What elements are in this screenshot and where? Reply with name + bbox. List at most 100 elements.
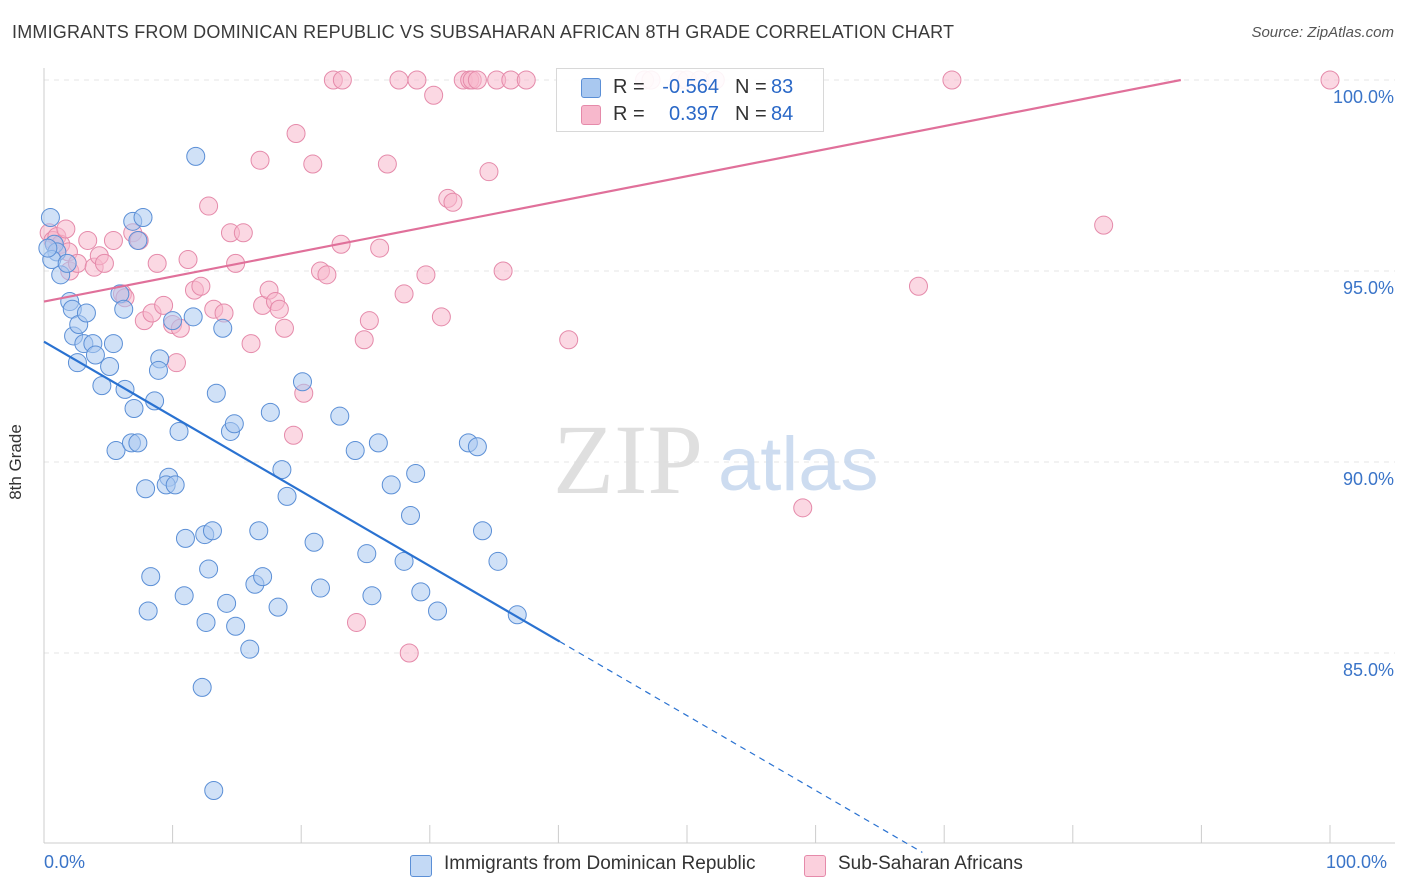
data-point-dominican — [260, 402, 280, 422]
data-point-dominican — [85, 345, 105, 365]
data-point-subsaharan — [332, 70, 352, 90]
data-point-dominican — [272, 460, 292, 480]
data-point-dominican — [304, 532, 324, 552]
data-point-dominican — [196, 612, 216, 632]
data-point-dominican — [488, 551, 508, 571]
trend-lines — [43, 78, 1182, 853]
data-point-dominican — [226, 616, 246, 636]
trend-line-dominican-extension — [559, 641, 923, 853]
data-point-subsaharan — [793, 498, 813, 518]
x-tick-label: 0.0% — [44, 852, 86, 872]
data-point-subsaharan — [559, 330, 579, 350]
data-point-subsaharan — [467, 70, 487, 90]
data-point-subsaharan — [1320, 70, 1340, 90]
data-point-subsaharan — [147, 253, 167, 273]
data-point-dominican — [277, 486, 297, 506]
n-value: 83 — [771, 76, 794, 98]
y-axis-label: 8th Grade — [6, 424, 25, 500]
data-point-dominican — [169, 421, 189, 441]
data-point-subsaharan — [78, 230, 98, 250]
data-point-dominican — [401, 505, 421, 525]
legend-swatch-blue — [581, 78, 601, 98]
y-tick-label: 90.0% — [1342, 469, 1394, 489]
data-point-dominican — [148, 360, 168, 380]
data-point-dominican — [192, 677, 212, 697]
data-point-dominican — [406, 463, 426, 483]
data-point-dominican — [268, 597, 288, 617]
data-point-dominican — [92, 376, 112, 396]
data-point-dominican — [240, 639, 260, 659]
x-tick-label: 100.0% — [1326, 852, 1388, 872]
data-point-subsaharan — [443, 192, 463, 212]
data-point-subsaharan — [94, 253, 114, 273]
data-point-dominican — [204, 781, 224, 801]
data-point-subsaharan — [908, 276, 928, 296]
n-label: N = — [735, 103, 767, 125]
data-point-subsaharan — [241, 334, 261, 354]
data-point-dominican — [217, 593, 237, 613]
r-label: R = — [613, 103, 645, 125]
data-point-dominican — [381, 475, 401, 495]
data-point-dominican — [128, 230, 148, 250]
data-point-subsaharan — [317, 265, 337, 285]
data-point-dominican — [128, 433, 148, 453]
data-point-subsaharan — [479, 162, 499, 182]
data-point-dominican — [175, 528, 195, 548]
data-point-subsaharan — [416, 265, 436, 285]
data-point-subsaharan — [424, 85, 444, 105]
data-point-dominican — [136, 479, 156, 499]
data-point-dominican — [199, 559, 219, 579]
data-point-dominican — [138, 601, 158, 621]
data-point-dominican — [163, 311, 183, 331]
data-point-subsaharan — [516, 70, 536, 90]
data-point-dominican — [124, 399, 144, 419]
y-tick-label: 95.0% — [1342, 278, 1394, 298]
data-point-dominican — [114, 299, 134, 319]
legend-swatch-blue — [410, 855, 432, 877]
data-point-dominican — [141, 567, 161, 587]
watermark: ZIP atlas — [553, 404, 879, 515]
data-point-dominican — [186, 146, 206, 166]
data-point-subsaharan — [191, 276, 211, 296]
data-point-dominican — [368, 433, 388, 453]
n-label: N = — [735, 76, 767, 98]
data-point-dominican — [165, 475, 185, 495]
data-point-subsaharan — [493, 261, 513, 281]
chart-title: IMMIGRANTS FROM DOMINICAN REPUBLIC VS SU… — [12, 22, 955, 42]
data-point-dominican — [224, 414, 244, 434]
stats-legend: R = -0.564 N = 83 R = 0.397 N = 84 — [556, 68, 824, 132]
data-point-dominican — [213, 318, 233, 338]
data-point-subsaharan — [346, 612, 366, 632]
data-point-dominican — [249, 521, 269, 541]
data-point-dominican — [38, 238, 58, 258]
stats-row-subsaharan: R = 0.397 N = 84 — [557, 101, 823, 127]
data-point-subsaharan — [274, 318, 294, 338]
data-point-subsaharan — [1094, 215, 1114, 235]
data-point-subsaharan — [283, 425, 303, 445]
data-point-dominican — [467, 437, 487, 457]
legend-swatch-pink — [581, 105, 601, 125]
trend-line-dominican — [43, 340, 561, 643]
series-legend: Immigrants from Dominican Republic Sub-S… — [0, 850, 1406, 880]
data-point-subsaharan — [269, 299, 289, 319]
data-point-dominican — [330, 406, 350, 426]
data-point-subsaharan — [389, 70, 409, 90]
data-point-subsaharan — [303, 154, 323, 174]
data-point-subsaharan — [250, 150, 270, 170]
watermark-atlas: atlas — [718, 422, 879, 507]
data-point-dominican — [206, 383, 226, 403]
series-dominican-republic — [38, 146, 527, 801]
data-point-dominican — [357, 544, 377, 564]
data-point-dominican — [76, 303, 96, 323]
data-point-dominican — [428, 601, 448, 621]
trend-line-subsaharan — [43, 78, 1182, 303]
data-point-subsaharan — [394, 284, 414, 304]
data-point-subsaharan — [354, 330, 374, 350]
data-point-subsaharan — [359, 311, 379, 331]
data-point-subsaharan — [286, 123, 306, 143]
data-point-dominican — [310, 578, 330, 598]
data-point-subsaharan — [199, 196, 219, 216]
y-tick-label: 85.0% — [1342, 660, 1394, 680]
r-value: 0.397 — [668, 103, 719, 125]
grid-lines — [44, 79, 1395, 654]
